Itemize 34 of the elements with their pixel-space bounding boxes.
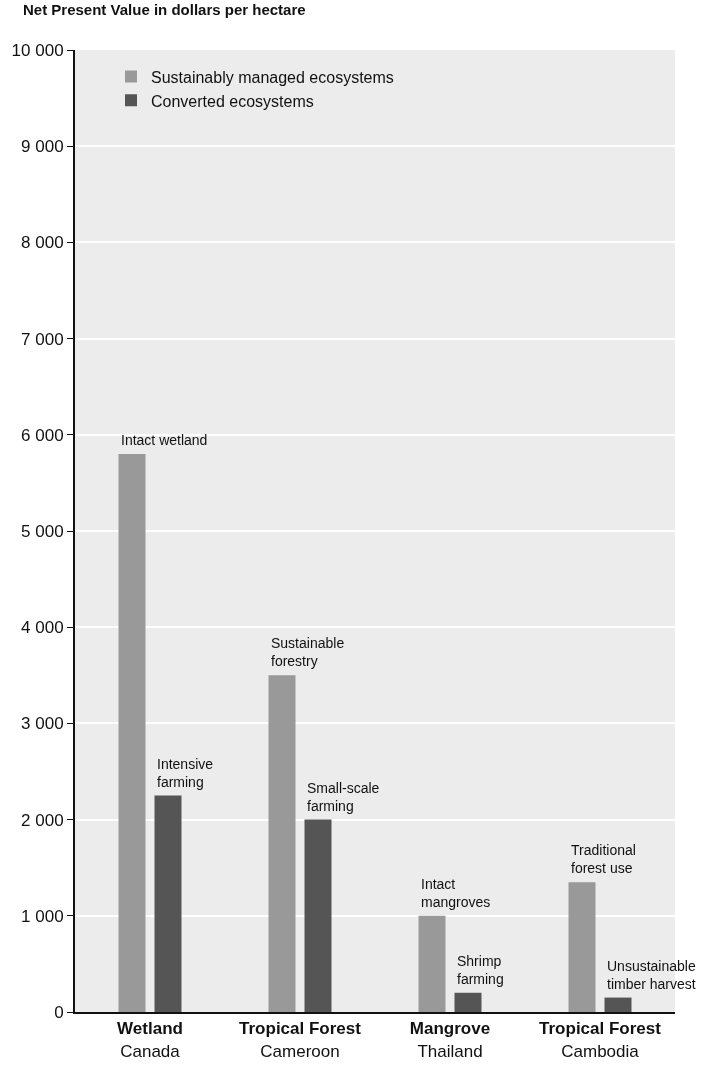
bar: [154, 795, 182, 1012]
bar: [604, 997, 632, 1012]
bar: [304, 819, 332, 1012]
y-tick-label: 5 000: [21, 521, 64, 541]
y-tick-label: 4 000: [21, 618, 64, 638]
annotation: Shrimp farming: [457, 953, 504, 988]
y-tick-label: 3 000: [21, 714, 64, 734]
annotation: Sustainable forestry: [271, 635, 345, 670]
y-tick-label: 9 000: [21, 137, 64, 157]
y-tick-label: 0: [54, 1002, 64, 1022]
y-axis-title: Net Present Value in dollars per hectare: [23, 1, 306, 18]
y-tick-label: 1 000: [21, 906, 64, 926]
x-tick-label: Tropical Forest Cameroon: [239, 1019, 362, 1061]
legend-label: Sustainably managed ecosystems: [151, 68, 394, 86]
bar: [568, 882, 596, 1012]
bar: [268, 675, 296, 1012]
y-tick-label: 7 000: [21, 329, 64, 349]
annotation: Intact wetland: [121, 432, 208, 448]
annotation: Intact mangroves: [421, 876, 491, 911]
y-tick-label: 8 000: [21, 233, 64, 253]
legend-label: Converted ecosystems: [151, 92, 314, 110]
y-tick-label: 6 000: [21, 425, 64, 445]
bar: [418, 915, 446, 1012]
annotation: Unsustainable timber harvest: [607, 958, 696, 993]
y-tick-label: 2 000: [21, 810, 64, 830]
bar: [454, 992, 482, 1012]
annotation: Traditional forest use: [571, 842, 636, 877]
x-tick-label: Tropical Forest Cambodia: [539, 1019, 662, 1061]
y-tick-label: 10 000: [11, 40, 64, 60]
annotation: Small-scale farming: [307, 780, 380, 815]
annotation: Intensive farming: [157, 756, 214, 791]
bar: [118, 454, 146, 1012]
x-tick-label: Wetland Canada: [117, 1019, 183, 1061]
x-tick-label: Mangrove Thailand: [409, 1019, 491, 1061]
